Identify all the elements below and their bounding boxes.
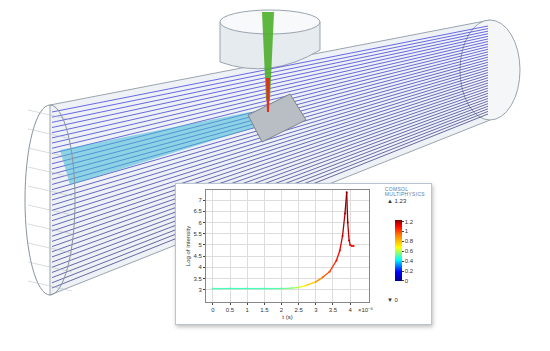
svg-text:t (s): t (s) (282, 314, 292, 320)
svg-text:4.5: 4.5 (193, 253, 202, 259)
svg-text:2.5: 2.5 (294, 307, 303, 313)
svg-text:×10⁻⁹: ×10⁻⁹ (358, 307, 373, 313)
svg-text:0.5: 0.5 (226, 307, 235, 313)
svg-text:▲ 1.23: ▲ 1.23 (387, 198, 407, 204)
svg-text:3.5: 3.5 (193, 276, 202, 282)
svg-text:0: 0 (405, 278, 409, 284)
svg-text:6.5: 6.5 (193, 208, 202, 214)
svg-text:0.6: 0.6 (405, 248, 414, 254)
svg-text:0: 0 (211, 307, 215, 313)
svg-text:5.5: 5.5 (193, 231, 202, 237)
svg-text:3: 3 (198, 287, 202, 293)
svg-text:5: 5 (198, 242, 202, 248)
svg-text:7: 7 (198, 197, 202, 203)
svg-text:4: 4 (198, 264, 202, 270)
svg-text:0.8: 0.8 (405, 238, 414, 244)
html-text:MULTIPHYSICS: MULTIPHYSICS (384, 191, 425, 197)
html-text:COMSOL: COMSOL (384, 186, 409, 192)
svg-text:1: 1 (405, 228, 409, 234)
svg-text:0.2: 0.2 (405, 268, 414, 274)
svg-text:6: 6 (198, 220, 202, 226)
svg-text:0.4: 0.4 (405, 258, 414, 264)
svg-text:2: 2 (280, 307, 284, 313)
svg-text:4: 4 (348, 307, 352, 313)
svg-text:Log of intensity: Log of intensity (185, 226, 191, 266)
svg-text:3: 3 (314, 307, 318, 313)
svg-text:1.2: 1.2 (405, 219, 414, 225)
svg-text:▼ 0: ▼ 0 (387, 297, 399, 303)
svg-text:1: 1 (246, 307, 250, 313)
svg-text:1.5: 1.5 (260, 307, 269, 313)
svg-text:3.5: 3.5 (329, 307, 338, 313)
